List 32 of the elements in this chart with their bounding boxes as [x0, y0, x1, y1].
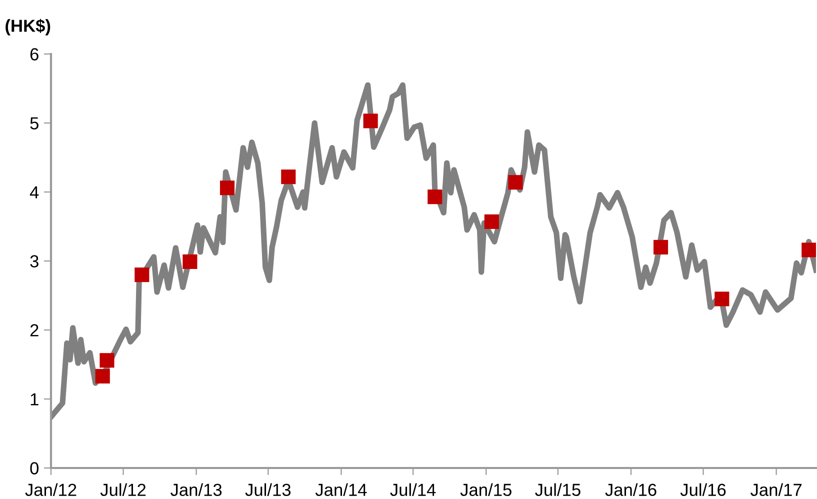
x-tick-label: Jul/13 [245, 483, 291, 496]
x-tick-label: Jul/15 [535, 483, 580, 496]
y-tick-label: 6 [30, 48, 38, 60]
x-tick-label: Jan/14 [315, 483, 367, 496]
x-tick-label: Jul/16 [680, 483, 726, 496]
point [281, 170, 296, 184]
y-axis-title: (HK$) [6, 18, 50, 36]
point [134, 268, 150, 282]
y-tick-label: 1 [30, 393, 38, 406]
x-tick-label: Jan/12 [25, 483, 76, 496]
y-tick-label: 3 [30, 255, 38, 268]
point [714, 292, 730, 306]
point [802, 242, 816, 258]
y-tick-label: 5 [30, 117, 38, 130]
x-tick-label: Jan/15 [460, 483, 512, 496]
point [653, 240, 668, 254]
point [100, 353, 114, 368]
point [220, 180, 235, 196]
point [95, 368, 110, 384]
y-tick-label: 0 [30, 462, 39, 474]
point [508, 175, 523, 190]
x-tick-label: Jan/13 [170, 483, 222, 496]
x-tick-label: Jan/17 [750, 483, 802, 496]
y-tick-label: 4 [30, 186, 39, 198]
y-tick-label: 2 [30, 324, 38, 336]
point [363, 114, 378, 128]
x-tick-label: Jul/12 [100, 483, 146, 496]
x-tick-label: Jan/16 [605, 483, 656, 496]
point [182, 254, 198, 269]
x-tick-label: Jul/14 [390, 483, 436, 496]
point [428, 190, 442, 204]
point [484, 214, 499, 229]
